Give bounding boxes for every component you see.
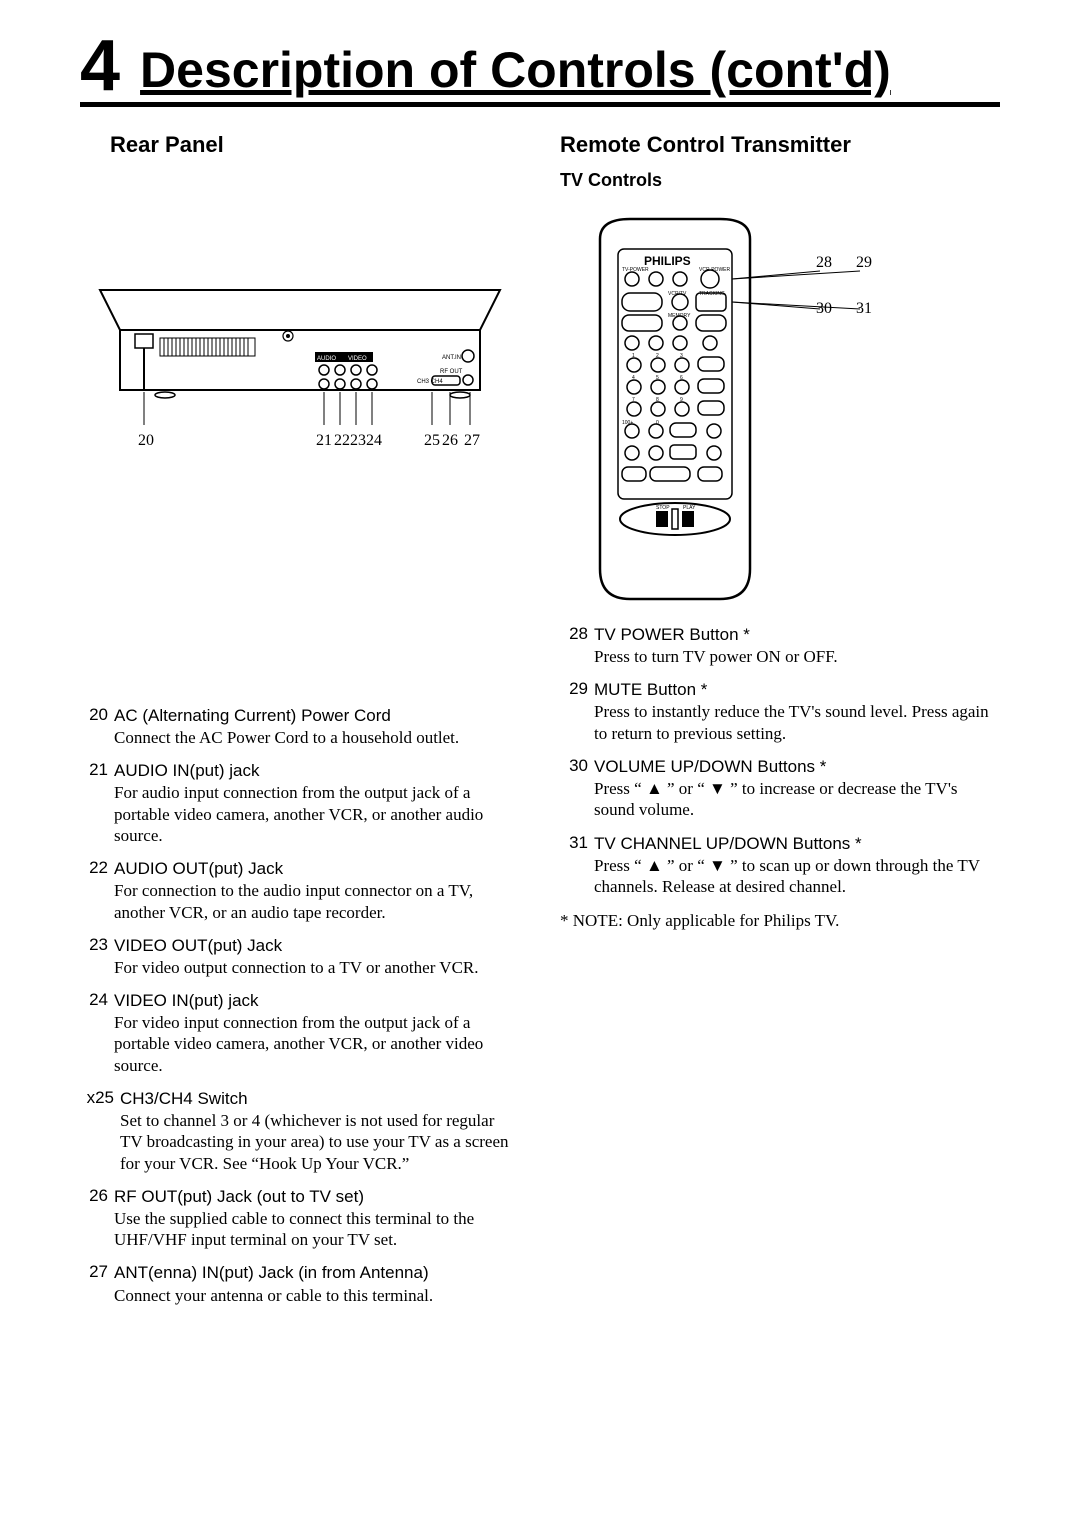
list-item: 28 TV POWER Button * Press to turn TV po… bbox=[560, 624, 1000, 667]
item-number: 31 bbox=[560, 833, 594, 898]
remote-heading: Remote Control Transmitter bbox=[560, 132, 1000, 158]
item-title: TV POWER Button * bbox=[594, 624, 1000, 646]
remote-brand: PHILIPS bbox=[644, 254, 691, 268]
rear-panel-diagram: AUDIO VIDEO ANT.IN RF OUT CH3 CH4 bbox=[80, 260, 520, 520]
chapter-header: 4 Description of Controls (cont'd) bbox=[80, 30, 1000, 107]
svg-text:6: 6 bbox=[680, 375, 683, 381]
list-item: 20 AC (Alternating Current) Power Cord C… bbox=[80, 705, 520, 748]
item-title: AUDIO OUT(put) Jack bbox=[114, 858, 520, 880]
callout-20: 20 bbox=[138, 432, 154, 449]
item-desc: Connect the AC Power Cord to a household… bbox=[114, 727, 520, 748]
item-title: VIDEO OUT(put) Jack bbox=[114, 935, 520, 957]
callout-31: 31 bbox=[856, 300, 872, 317]
callout-23: 23 bbox=[350, 432, 366, 449]
item-title: AC (Alternating Current) Power Cord bbox=[114, 705, 520, 727]
item-number: 21 bbox=[80, 760, 114, 846]
item-desc: For connection to the audio input connec… bbox=[114, 880, 520, 923]
item-desc: For video input connection from the outp… bbox=[114, 1012, 520, 1076]
svg-text:STOP: STOP bbox=[656, 505, 670, 511]
item-title: AUDIO IN(put) jack bbox=[114, 760, 520, 782]
svg-text:MEMORY: MEMORY bbox=[668, 313, 691, 319]
list-item: 27 ANT(enna) IN(put) Jack (in from Anten… bbox=[80, 1262, 520, 1305]
item-title: ANT(enna) IN(put) Jack (in from Antenna) bbox=[114, 1262, 520, 1284]
item-number: 30 bbox=[560, 756, 594, 821]
item-desc: Press “ ▲ ” or “ ▼ ” to scan up or down … bbox=[594, 855, 1000, 898]
svg-text:ANT.IN: ANT.IN bbox=[442, 355, 461, 361]
item-number: 29 bbox=[560, 679, 594, 744]
svg-text:RF OUT: RF OUT bbox=[440, 369, 463, 375]
remote-list: 28 TV POWER Button * Press to turn TV po… bbox=[560, 624, 1000, 897]
item-title: RF OUT(put) Jack (out to TV set) bbox=[114, 1186, 520, 1208]
item-number: 28 bbox=[560, 624, 594, 667]
svg-text:VIDEO: VIDEO bbox=[348, 356, 367, 362]
item-title: MUTE Button * bbox=[594, 679, 1000, 701]
item-number: 20 bbox=[80, 705, 114, 748]
svg-text:VCR-POWER: VCR-POWER bbox=[699, 267, 731, 273]
left-column: Rear Panel bbox=[80, 132, 520, 1318]
list-item: x25 CH3/CH4 Switch Set to channel 3 or 4… bbox=[80, 1088, 520, 1174]
list-item: 26 RF OUT(put) Jack (out to TV set) Use … bbox=[80, 1186, 520, 1251]
svg-text:5: 5 bbox=[656, 375, 659, 381]
svg-text:1: 1 bbox=[632, 353, 635, 359]
svg-text:AUDIO: AUDIO bbox=[317, 356, 336, 362]
right-column: Remote Control Transmitter TV Controls P… bbox=[560, 132, 1000, 1318]
footnote: * NOTE: Only applicable for Philips TV. bbox=[560, 911, 1000, 931]
callout-29: 29 bbox=[856, 254, 872, 271]
list-item: 31 TV CHANNEL UP/DOWN Buttons * Press “ … bbox=[560, 833, 1000, 898]
callout-30: 30 bbox=[816, 300, 832, 317]
item-desc: Connect your antenna or cable to this te… bbox=[114, 1285, 520, 1306]
callout-26: 26 bbox=[442, 432, 458, 449]
svg-text:TV-POWER: TV-POWER bbox=[622, 267, 649, 273]
list-item: 24 VIDEO IN(put) jack For video input co… bbox=[80, 990, 520, 1076]
callout-21: 21 bbox=[316, 432, 332, 449]
list-item: 23 VIDEO OUT(put) Jack For video output … bbox=[80, 935, 520, 978]
item-title: VOLUME UP/DOWN Buttons * bbox=[594, 756, 1000, 778]
item-title: CH3/CH4 Switch bbox=[120, 1088, 520, 1110]
svg-text:100+: 100+ bbox=[622, 420, 633, 426]
item-title: VIDEO IN(put) jack bbox=[114, 990, 520, 1012]
item-desc: Press to instantly reduce the TV's sound… bbox=[594, 701, 1000, 744]
item-desc: Set to channel 3 or 4 (whichever is not … bbox=[120, 1110, 520, 1174]
svg-text:TRACKING: TRACKING bbox=[699, 291, 725, 297]
svg-text:9: 9 bbox=[680, 397, 683, 403]
list-item: 29 MUTE Button * Press to instantly redu… bbox=[560, 679, 1000, 744]
item-number: 22 bbox=[80, 858, 114, 923]
svg-text:PLAY: PLAY bbox=[683, 505, 696, 511]
rear-panel-list: 20 AC (Alternating Current) Power Cord C… bbox=[80, 705, 520, 1306]
item-number: 26 bbox=[80, 1186, 114, 1251]
rear-panel-heading: Rear Panel bbox=[80, 132, 520, 158]
svg-text:0: 0 bbox=[656, 420, 659, 426]
svg-text:4: 4 bbox=[632, 375, 635, 381]
list-item: 22 AUDIO OUT(put) Jack For connection to… bbox=[80, 858, 520, 923]
list-item: 30 VOLUME UP/DOWN Buttons * Press “ ▲ ” … bbox=[560, 756, 1000, 821]
item-desc: Press to turn TV power ON or OFF. bbox=[594, 646, 1000, 667]
item-desc: For audio input connection from the outp… bbox=[114, 782, 520, 846]
svg-text:3: 3 bbox=[680, 353, 683, 359]
callout-22: 22 bbox=[334, 432, 350, 449]
remote-diagram: PHILIPS bbox=[560, 209, 1000, 609]
list-item: 21 AUDIO IN(put) jack For audio input co… bbox=[80, 760, 520, 846]
callout-28: 28 bbox=[816, 254, 832, 271]
svg-text:7: 7 bbox=[632, 397, 635, 403]
item-number: x25 bbox=[80, 1088, 120, 1174]
item-number: 24 bbox=[80, 990, 114, 1076]
svg-text:2: 2 bbox=[656, 353, 659, 359]
chapter-number: 4 bbox=[80, 30, 120, 102]
svg-text:8: 8 bbox=[656, 397, 659, 403]
chapter-title: Description of Controls (cont'd) bbox=[140, 43, 891, 102]
tv-controls-heading: TV Controls bbox=[560, 170, 1000, 191]
page: 4 Description of Controls (cont'd) Rear … bbox=[0, 0, 1080, 1378]
callout-24: 24 bbox=[366, 432, 382, 449]
svg-text:VCR/TV: VCR/TV bbox=[668, 291, 687, 297]
item-title: TV CHANNEL UP/DOWN Buttons * bbox=[594, 833, 1000, 855]
callout-27: 27 bbox=[464, 432, 480, 449]
item-number: 23 bbox=[80, 935, 114, 978]
item-desc: Use the supplied cable to connect this t… bbox=[114, 1208, 520, 1251]
svg-text:CH3 CH4: CH3 CH4 bbox=[417, 379, 443, 385]
two-column-layout: Rear Panel bbox=[80, 132, 1000, 1318]
item-desc: Press “ ▲ ” or “ ▼ ” to increase or decr… bbox=[594, 778, 1000, 821]
item-number: 27 bbox=[80, 1262, 114, 1305]
item-desc: For video output connection to a TV or a… bbox=[114, 957, 520, 978]
callout-25: 25 bbox=[424, 432, 440, 449]
